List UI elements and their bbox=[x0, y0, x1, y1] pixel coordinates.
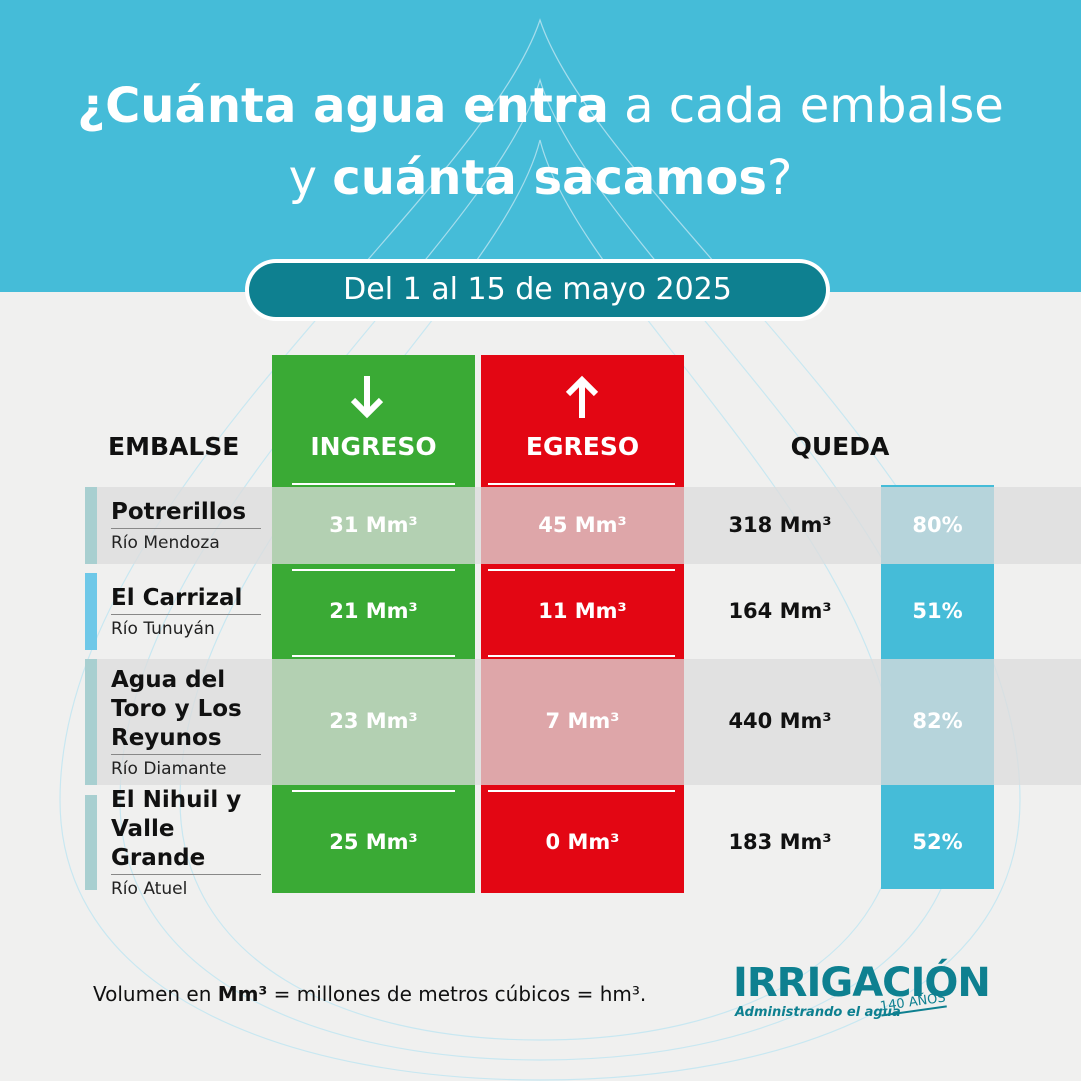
column-header: QUEDA bbox=[790, 432, 890, 461]
egreso-value: 7 Mm³ bbox=[545, 709, 620, 733]
cell-line bbox=[488, 569, 675, 571]
column-header: EGRESO bbox=[525, 432, 640, 461]
egreso-column bbox=[481, 355, 684, 893]
name-block: El Carrizal Río Tunuyán bbox=[111, 573, 271, 650]
egreso-value: 11 Mm³ bbox=[538, 598, 627, 623]
river-name: Río Mendoza bbox=[111, 533, 220, 553]
reservoir-name: Potrerillos bbox=[111, 498, 261, 529]
row-accent bbox=[85, 659, 97, 785]
title-line: ¿Cuánta agua entra a cada embalse bbox=[0, 78, 1081, 134]
ingreso-column bbox=[272, 355, 475, 893]
percent-value: 80% bbox=[912, 512, 963, 537]
volume-value: 164 Mm³ bbox=[728, 598, 832, 623]
footnote-text: Volumen en bbox=[93, 982, 218, 1006]
cell-line bbox=[292, 483, 455, 485]
reservoir-name: El Carrizal bbox=[111, 584, 261, 615]
row-accent bbox=[85, 795, 97, 890]
volume-value: 318 Mm³ bbox=[728, 512, 832, 537]
footnote: Volumen en Mm³ = millones de metros cúbi… bbox=[93, 982, 646, 1006]
footnote-text: = millones de metros cúbicos = hm³. bbox=[267, 982, 647, 1006]
egreso-value: 45 Mm³ bbox=[538, 512, 627, 537]
name-block: El Nihuil y Valle Grande Río Atuel bbox=[111, 787, 271, 899]
cell-line bbox=[292, 655, 455, 657]
ingreso-value: 25 Mm³ bbox=[329, 829, 418, 854]
column-header: INGRESO bbox=[310, 432, 437, 461]
row-band bbox=[97, 487, 1081, 564]
title-bold: cuánta sacamos bbox=[332, 150, 767, 206]
arrow-down bbox=[350, 376, 384, 419]
river-name: Río Tunuyán bbox=[111, 619, 215, 639]
title-line: y cuánta sacamos? bbox=[0, 150, 1081, 206]
title-text: ? bbox=[766, 150, 793, 206]
column-header: EMBALSE bbox=[108, 432, 240, 461]
volume-value: 183 Mm³ bbox=[728, 829, 832, 854]
egreso-value: 0 Mm³ bbox=[545, 829, 620, 854]
percent-value: 82% bbox=[912, 709, 963, 733]
river-name: Río Diamante bbox=[111, 758, 227, 779]
arrow-up bbox=[565, 375, 599, 418]
volume-value: 440 Mm³ bbox=[728, 709, 832, 733]
percent-value: 51% bbox=[912, 598, 963, 623]
ingreso-value: 31 Mm³ bbox=[329, 512, 418, 537]
cell-line bbox=[488, 483, 675, 485]
period-pill: Del 1 al 15 de mayo 2025 bbox=[245, 259, 830, 321]
cell-line bbox=[292, 569, 455, 571]
river-name: Río Atuel bbox=[111, 879, 188, 899]
period: Del 1 al 15 de mayo 2025 bbox=[249, 263, 826, 317]
name-block: Potrerillos Río Mendoza bbox=[111, 487, 271, 564]
title-bold: ¿Cuánta agua entra bbox=[77, 78, 609, 134]
row-band bbox=[97, 659, 1081, 785]
cell-line bbox=[488, 655, 675, 657]
reservoir-name: Agua del Toro y Los Reyunos bbox=[111, 666, 261, 755]
footnote-bold: Mm³ bbox=[217, 982, 268, 1006]
logo-name: IRRIGACIÓN bbox=[733, 960, 991, 1006]
logo-tagline: Administrando el agua bbox=[735, 1005, 901, 1020]
header-band bbox=[0, 0, 1081, 292]
ingreso-value: 21 Mm³ bbox=[329, 598, 418, 623]
cell-line bbox=[292, 790, 455, 792]
title-text: a cada embalse bbox=[608, 78, 1004, 134]
cell-line bbox=[488, 790, 675, 792]
ingreso-value: 23 Mm³ bbox=[329, 709, 418, 733]
title-text: y bbox=[288, 150, 333, 206]
percent-value: 52% bbox=[912, 829, 963, 854]
reservoir-name: El Nihuil y Valle Grande bbox=[111, 786, 261, 875]
name-block: Agua del Toro y Los Reyunos Río Diamante bbox=[111, 659, 271, 785]
row-accent bbox=[85, 573, 97, 650]
row-accent bbox=[85, 487, 97, 564]
